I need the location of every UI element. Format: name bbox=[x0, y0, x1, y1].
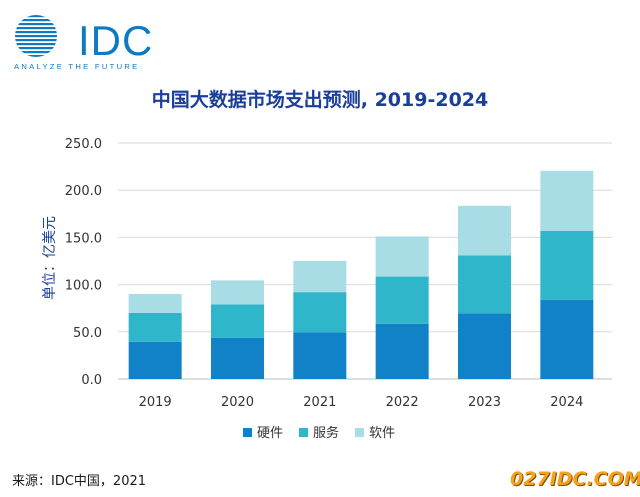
legend-label: 服务 bbox=[313, 425, 339, 441]
bar-2024-series-1 bbox=[540, 230, 594, 300]
x-tick-label: 2020 bbox=[221, 395, 254, 410]
bar-2022-series-1 bbox=[375, 276, 429, 324]
bar-2021-series-1 bbox=[293, 292, 347, 333]
x-tick-labels: 2019 2020 2021 2022 2023 2024 bbox=[139, 395, 584, 410]
x-tick-label: 2019 bbox=[139, 395, 172, 410]
bar-2020-series-0 bbox=[211, 337, 264, 379]
bar-2023-series-0 bbox=[458, 313, 511, 379]
y-tick-label: 100.0 bbox=[65, 279, 102, 294]
bar-2020-series-2 bbox=[211, 280, 264, 305]
x-tick-label: 2024 bbox=[550, 395, 583, 410]
bar-2021-series-0 bbox=[293, 332, 347, 379]
y-tick-label: 250.0 bbox=[65, 137, 102, 152]
legend-label: 软件 bbox=[369, 426, 395, 441]
bar-2021-series-2 bbox=[293, 261, 347, 293]
bar-2024-series-0 bbox=[540, 299, 594, 379]
x-tick-label: 2022 bbox=[386, 395, 419, 410]
chart-title: 中国大数据市场支出预测, 2019-2024 bbox=[152, 88, 488, 111]
bar-2020-series-1 bbox=[211, 304, 264, 338]
bar-2019-series-0 bbox=[128, 341, 182, 379]
y-tick-label: 200.0 bbox=[65, 184, 102, 199]
bar-2023-series-1 bbox=[458, 255, 511, 314]
bar-2019-series-1 bbox=[128, 312, 182, 342]
bar-2022-series-2 bbox=[375, 236, 429, 277]
watermark-logo: 027IDC.COM bbox=[510, 468, 640, 490]
idc-logo: IDC ANALYZE THE FUTURE bbox=[14, 14, 164, 71]
legend-swatch bbox=[299, 428, 308, 437]
x-tick-label: 2021 bbox=[303, 395, 336, 410]
x-tick-label: 2023 bbox=[468, 395, 501, 410]
legend-swatch bbox=[243, 428, 252, 437]
gridlines bbox=[118, 142, 612, 380]
y-tick-label: 0.0 bbox=[81, 373, 102, 388]
y-tick-label: 50.0 bbox=[73, 326, 102, 341]
logo-tagline: ANALYZE THE FUTURE bbox=[14, 62, 140, 71]
bar-2024-series-2 bbox=[540, 170, 594, 231]
bar-2023-series-2 bbox=[458, 205, 511, 256]
idc-globe-icon bbox=[15, 15, 57, 57]
legend-label: 硬件 bbox=[257, 426, 283, 441]
stacked-bar-chart: 中国大数据市场支出预测, 2019-2024 单位：亿美元 0.0 50.0 100… bbox=[42, 88, 612, 441]
y-tick-label: 150.0 bbox=[65, 231, 102, 246]
source-note: 来源：IDC中国，2021 bbox=[12, 474, 147, 489]
bars bbox=[128, 170, 594, 379]
legend-swatch bbox=[355, 428, 364, 437]
logo-wordmark: IDC bbox=[78, 17, 154, 64]
y-tick-labels: 0.0 50.0 100.0 150.0 200.0 250.0 bbox=[65, 137, 102, 388]
y-axis-label: 单位：亿美元 bbox=[42, 216, 58, 300]
bar-2019-series-2 bbox=[128, 294, 182, 313]
legend: 硬件 服务 软件 bbox=[243, 425, 395, 441]
bar-2022-series-0 bbox=[375, 323, 429, 379]
